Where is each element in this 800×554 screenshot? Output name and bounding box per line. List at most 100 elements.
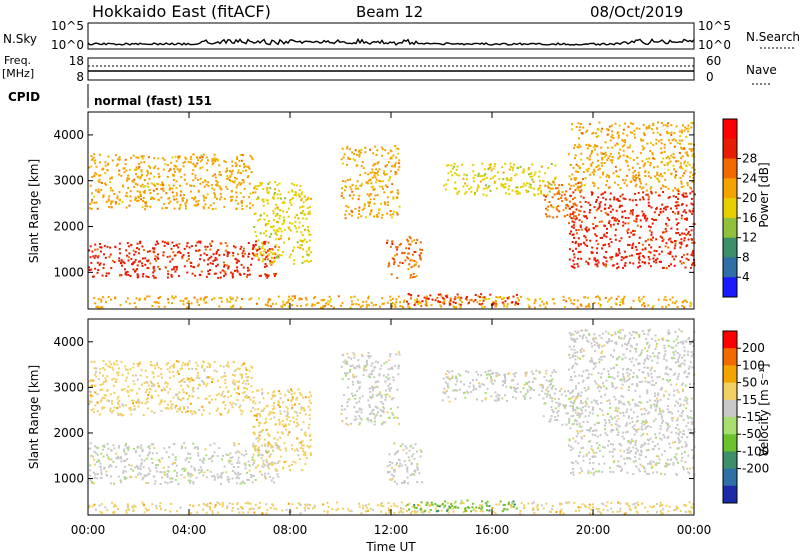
scatter-cell	[110, 267, 113, 270]
scatter-cell	[267, 467, 270, 470]
scatter-cell	[101, 407, 104, 410]
scatter-cell	[350, 296, 353, 299]
scatter-cell	[365, 359, 368, 362]
scatter-cell	[577, 251, 580, 254]
scatter-cell	[243, 454, 246, 457]
scatter-cell	[351, 395, 354, 397]
scatter-cell	[265, 230, 268, 233]
scatter-cell	[662, 191, 664, 193]
scatter-cell	[462, 177, 465, 180]
scatter-cell	[267, 241, 270, 244]
scatter-cell	[666, 162, 669, 164]
scatter-cell	[673, 168, 675, 171]
scatter-cell	[302, 396, 304, 399]
scatter-cell	[269, 298, 272, 301]
scatter-cell	[212, 253, 215, 256]
scatter-cell	[281, 509, 284, 512]
scatter-cell	[211, 460, 214, 463]
scatter-cell	[458, 174, 461, 177]
scatter-cell	[545, 207, 547, 210]
scatter-cell	[128, 204, 131, 207]
scatter-cell	[276, 255, 279, 258]
scatter-cell	[406, 468, 409, 471]
scatter-cell	[284, 197, 286, 200]
freq-unit: [MHz]	[2, 67, 34, 80]
scatter-cell	[202, 502, 205, 505]
scatter-cell	[619, 510, 622, 513]
scatter-cell	[353, 376, 356, 379]
scatter-cell	[602, 153, 605, 155]
scatter-cell	[379, 408, 382, 411]
scatter-cell	[586, 245, 589, 247]
scatter-cell	[159, 502, 162, 505]
scatter-cell	[681, 256, 683, 259]
scatter-cell	[377, 170, 379, 173]
scatter-cell	[680, 180, 683, 183]
scatter-cell	[523, 507, 525, 510]
scatter-cell	[413, 473, 416, 476]
scatter-cell	[620, 259, 623, 262]
scatter-cell	[235, 392, 238, 394]
scatter-cell	[627, 228, 630, 231]
scatter-cell	[197, 469, 200, 472]
scatter-cell	[255, 437, 258, 440]
scatter-cell	[279, 193, 282, 196]
scatter-cell	[171, 477, 174, 480]
scatter-cell	[602, 192, 605, 195]
scatter-cell	[685, 204, 688, 207]
scatter-cell	[576, 232, 578, 235]
scatter-cell	[310, 251, 313, 254]
scatter-cell	[177, 407, 180, 410]
scatter-cell	[132, 374, 135, 377]
scatter-cell	[226, 476, 229, 479]
scatter-cell	[94, 473, 97, 476]
scatter-cell	[207, 206, 210, 209]
scatter-cell	[238, 451, 241, 454]
scatter-cell	[241, 382, 244, 385]
scatter-cell	[262, 188, 265, 190]
scatter-cell	[374, 360, 377, 363]
scatter-cell	[679, 260, 682, 263]
scatter-cell	[658, 246, 661, 248]
scatter-cell	[211, 262, 214, 265]
scatter-cell	[387, 378, 389, 381]
scatter-cell	[373, 174, 376, 177]
scatter-cell	[544, 195, 547, 198]
scatter-cell	[206, 469, 209, 472]
scatter-cell	[388, 388, 391, 390]
scatter-cell	[502, 303, 505, 305]
scatter-cell	[352, 383, 355, 386]
scatter-cell	[483, 297, 486, 300]
scatter-cell	[261, 393, 263, 396]
scatter-cell	[308, 211, 311, 214]
scatter-cell	[253, 462, 256, 464]
beam-label: Beam 12	[356, 3, 423, 21]
scatter-cell	[309, 452, 312, 455]
scatter-cell	[365, 506, 368, 509]
scatter-cell	[313, 506, 316, 509]
scatter-cell	[692, 503, 695, 506]
scatter-cell	[675, 201, 678, 204]
scatter-cell	[622, 179, 625, 181]
scatter-cell	[108, 206, 110, 209]
scatter-cell	[279, 214, 281, 217]
scatter-cell	[255, 418, 258, 421]
scatter-cell	[272, 504, 274, 507]
scatter-cell	[516, 167, 519, 170]
scatter-cell	[536, 509, 539, 511]
scatter-cell	[226, 505, 229, 508]
scatter-cell	[179, 190, 182, 193]
scatter-cell	[236, 156, 239, 159]
scatter-cell	[164, 481, 167, 484]
scatter-cell	[661, 240, 664, 243]
scatter-cell	[584, 243, 587, 246]
scatter-cell	[321, 299, 324, 302]
scatter-cell	[656, 257, 659, 260]
scatter-cell	[606, 213, 609, 216]
scatter-cell	[543, 194, 546, 197]
scatter-cell	[360, 512, 363, 515]
scatter-cell	[568, 297, 571, 300]
scatter-cell	[183, 173, 186, 176]
scatter-cell	[254, 185, 257, 188]
scatter-cell	[140, 383, 143, 386]
